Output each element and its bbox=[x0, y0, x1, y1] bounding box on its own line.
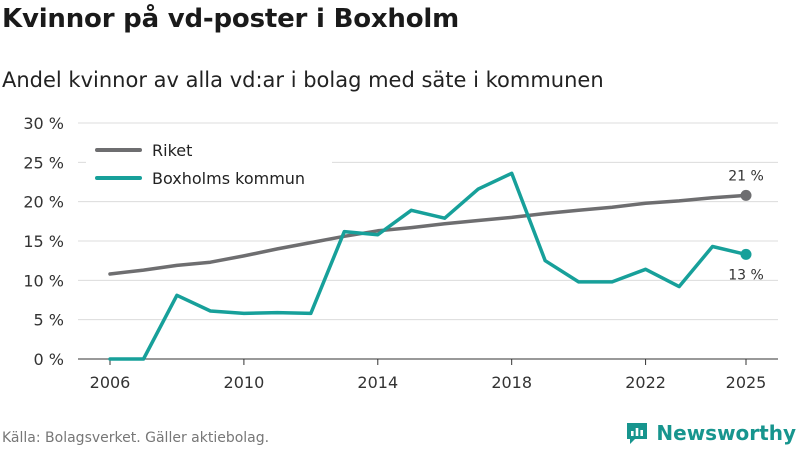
x-tick-label: 2018 bbox=[491, 373, 532, 392]
riket-series-line bbox=[108, 193, 748, 276]
x-tick-label: 2022 bbox=[625, 373, 666, 392]
riket-end-marker bbox=[740, 189, 752, 201]
y-tick-label: 15 % bbox=[23, 232, 64, 251]
legend: Riket Boxholms kommun bbox=[86, 134, 332, 194]
y-tick-label: 20 % bbox=[23, 193, 64, 212]
newsworthy-logo-icon bbox=[627, 423, 648, 444]
y-tick-label: 0 % bbox=[34, 350, 64, 369]
y-tick-label: 5 % bbox=[34, 311, 64, 330]
y-tick-label: 25 % bbox=[23, 153, 64, 172]
x-tick-label: 2025 bbox=[726, 373, 767, 392]
x-tick-label: 2010 bbox=[224, 373, 265, 392]
y-tick-label: 10 % bbox=[23, 271, 64, 290]
axes: 0 % 5 % 10 % 15 % 20 % 25 % 30 % 2006 2010 2014 20… bbox=[23, 114, 778, 392]
y-tick-label: 30 % bbox=[23, 114, 64, 133]
riket-end-label: 21 % bbox=[728, 168, 764, 184]
kommun-series-line bbox=[108, 171, 748, 361]
chart-subtitle: Andel kvinnor av alla vd:ar i bolag med … bbox=[2, 68, 604, 92]
x-tick-label: 2006 bbox=[90, 373, 131, 392]
legend-label: Boxholms kommun bbox=[152, 169, 305, 188]
chart-title: Kvinnor på vd-poster i Boxholm bbox=[2, 4, 459, 34]
legend-label: Riket bbox=[152, 141, 192, 160]
source-note: Källa: Bolagsverket. Gäller aktiebolag. bbox=[2, 430, 270, 446]
kommun-end-label: 13 % bbox=[728, 267, 764, 283]
legend-background bbox=[86, 134, 332, 194]
brand-logo: Newsworthy bbox=[624, 420, 796, 446]
brand-name: Newsworthy bbox=[656, 421, 796, 445]
kommun-end-marker bbox=[740, 248, 752, 260]
series: 21 % 13 % bbox=[108, 168, 764, 361]
x-tick-label: 2014 bbox=[357, 373, 398, 392]
